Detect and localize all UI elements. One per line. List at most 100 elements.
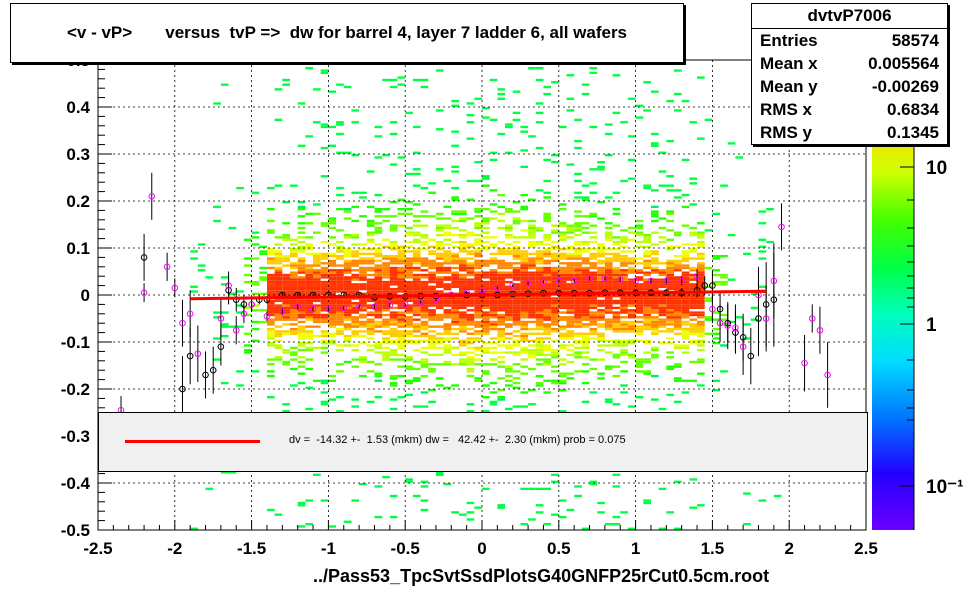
heatmap-cell — [543, 344, 552, 347]
heatmap-cell — [689, 283, 698, 286]
heatmap-cell — [589, 302, 598, 305]
heatmap-cell — [305, 292, 314, 295]
heatmap-cell — [505, 407, 513, 411]
heatmap-cell — [374, 374, 383, 378]
heatmap-cell — [535, 266, 544, 270]
heatmap-cell — [328, 339, 337, 342]
heatmap-cell — [443, 297, 452, 300]
heatmap-cell — [351, 358, 360, 361]
heatmap-cell — [697, 344, 705, 347]
heatmap-cell — [274, 62, 283, 65]
heatmap-cell — [382, 309, 390, 312]
stats-row-mean-y: Mean y -0.00269 — [752, 75, 947, 98]
heatmap-cell — [697, 283, 705, 286]
heatmap-cell — [597, 349, 605, 352]
heatmap-cell — [336, 245, 344, 248]
heatmap-cell — [313, 290, 321, 293]
heatmap-cell — [389, 302, 398, 305]
heatmap-cell — [666, 356, 674, 359]
heatmap-cell — [651, 287, 659, 291]
heatmap-cell — [389, 273, 398, 277]
heatmap-cell — [635, 396, 644, 399]
heatmap-cell — [535, 229, 544, 232]
heatmap-cell — [366, 285, 375, 288]
heatmap-cell — [543, 325, 552, 328]
heatmap-cell — [366, 170, 375, 173]
heatmap-cell — [489, 217, 498, 220]
heatmap-cell — [374, 271, 383, 274]
heatmap-cell — [482, 346, 490, 350]
heatmap-cell — [489, 273, 498, 277]
heatmap-cell — [512, 252, 521, 256]
heatmap-cell — [397, 156, 406, 159]
heatmap-cell — [474, 330, 482, 333]
heatmap-cell — [420, 85, 429, 89]
heatmap-cell — [389, 334, 398, 338]
heatmap-cell — [482, 349, 490, 352]
heatmap-cell — [574, 318, 582, 321]
heatmap-cell — [482, 332, 490, 335]
heatmap-cell — [351, 334, 360, 338]
heatmap-cell — [389, 297, 398, 300]
heatmap-cell — [651, 283, 659, 286]
heatmap-cell — [359, 248, 367, 251]
heatmap-cell — [489, 151, 498, 154]
heatmap-cell — [305, 236, 314, 239]
heatmap-cell — [428, 271, 436, 274]
heatmap-cell — [466, 179, 475, 183]
heatmap-cell — [581, 334, 590, 338]
heatmap-cell — [497, 262, 506, 265]
heatmap-cell — [620, 304, 628, 307]
heatmap-cell — [574, 280, 582, 284]
heatmap-cell — [428, 316, 436, 319]
heatmap-cell — [697, 334, 705, 338]
heatmap-cell — [627, 325, 636, 328]
heatmap-cell — [658, 306, 667, 310]
heatmap-cell — [497, 365, 506, 368]
heatmap-cell — [405, 309, 413, 312]
heatmap-cell — [635, 339, 644, 342]
heatmap-cell — [343, 248, 352, 251]
heatmap-cell — [297, 330, 306, 333]
heatmap-cell — [382, 306, 390, 310]
heatmap-cell — [512, 351, 521, 354]
heatmap-cell — [366, 283, 375, 286]
heatmap-cell — [566, 74, 575, 77]
heatmap-cell — [674, 266, 682, 270]
heatmap-cell — [558, 332, 567, 335]
heatmap-cell — [635, 233, 644, 237]
heatmap-cell — [420, 320, 429, 324]
heatmap-cell — [520, 346, 529, 350]
heatmap-cell — [428, 264, 436, 267]
heatmap-cell — [313, 320, 321, 324]
heatmap-cell — [697, 325, 705, 328]
heatmap-cell — [612, 278, 621, 281]
heatmap-cell — [420, 351, 429, 354]
heatmap-cell — [459, 257, 467, 260]
y-tick-label: -0.4 — [61, 474, 91, 493]
heatmap-cell — [359, 269, 367, 272]
heatmap-cell — [466, 501, 475, 505]
heatmap-cell — [443, 231, 452, 234]
heatmap-cell — [497, 304, 506, 307]
heatmap-cell — [581, 313, 590, 317]
heatmap-cell — [589, 240, 598, 244]
heatmap-cell — [359, 342, 367, 345]
heatmap-cell — [689, 285, 698, 288]
heatmap-cell — [282, 349, 290, 352]
heatmap-cell — [528, 67, 536, 70]
heatmap-cell — [428, 311, 436, 314]
heatmap-cell — [274, 266, 283, 270]
heatmap-cell — [267, 304, 275, 307]
heatmap-cell — [290, 351, 298, 354]
heatmap-cell — [597, 287, 605, 291]
heatmap-cell — [612, 252, 621, 256]
heatmap-cell — [612, 485, 621, 488]
heatmap-cell — [543, 250, 552, 253]
heatmap-cell — [482, 177, 490, 180]
heatmap-cell — [313, 88, 321, 91]
heatmap-cell — [658, 527, 667, 530]
heatmap-cell — [528, 302, 536, 305]
heatmap-cell — [282, 318, 290, 321]
